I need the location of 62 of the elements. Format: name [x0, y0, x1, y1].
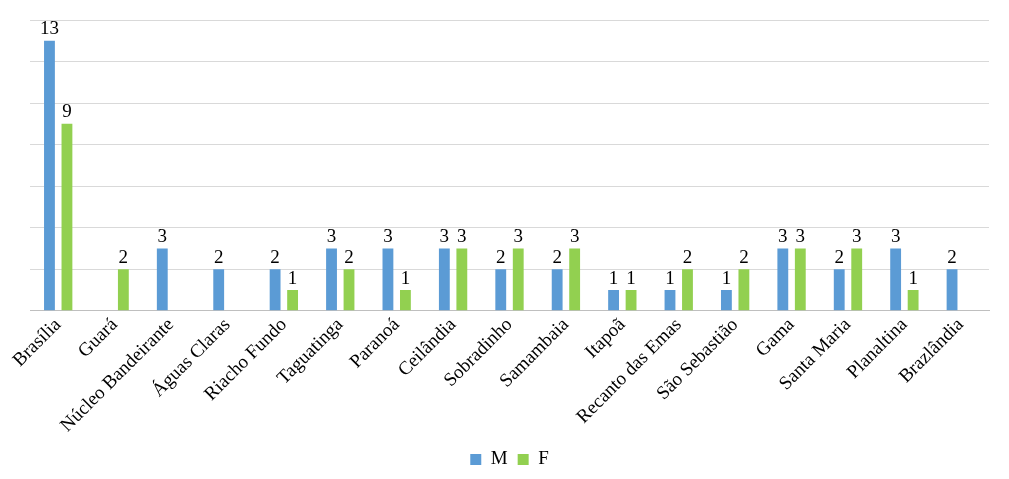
bar: [438, 248, 450, 311]
data-label: 3: [795, 224, 806, 246]
bar: [777, 248, 789, 311]
bar: [890, 248, 902, 311]
bar: [61, 123, 73, 311]
data-label: 2: [213, 245, 224, 267]
bar: [794, 248, 806, 311]
data-label: 1: [721, 266, 732, 288]
bar: [269, 269, 281, 311]
data-label: 2: [496, 245, 506, 267]
bar: [569, 248, 581, 311]
bar: [382, 248, 394, 311]
data-label: 3: [569, 224, 580, 246]
data-label: 1: [908, 266, 918, 288]
bar: [851, 248, 863, 311]
legend-label: M: [490, 447, 508, 469]
data-label: 2: [344, 245, 354, 267]
data-label: 3: [326, 224, 337, 246]
bar: [682, 269, 693, 311]
bar: [400, 290, 411, 311]
data-label: 3: [457, 224, 467, 246]
data-label: 2: [118, 245, 129, 267]
bar: [720, 290, 732, 311]
data-label: 2: [552, 245, 562, 267]
bar: [551, 269, 563, 311]
data-label: 2: [834, 245, 844, 267]
bar: [326, 248, 337, 311]
data-label: 3: [851, 224, 862, 246]
data-label: 3: [890, 224, 901, 246]
data-label: 3: [513, 224, 523, 246]
legend-label: F: [538, 447, 549, 469]
bar: [833, 269, 845, 311]
data-label: 3: [778, 224, 788, 246]
bar: [117, 269, 129, 311]
data-label: 13: [39, 17, 59, 39]
bar: [287, 290, 299, 311]
bar: [738, 269, 750, 311]
data-label: 1: [287, 266, 298, 288]
data-label: 1: [608, 266, 619, 288]
data-label: 2: [739, 245, 749, 267]
bar: [213, 269, 225, 311]
data-label: 2: [270, 245, 280, 267]
bar: [907, 290, 919, 311]
bar: [495, 269, 507, 311]
bar: [946, 269, 958, 311]
bar: [664, 290, 676, 311]
data-label: 3: [157, 224, 168, 246]
bar: [456, 248, 468, 311]
bar: [156, 248, 168, 311]
data-label: 2: [682, 245, 693, 267]
data-label: 9: [62, 100, 72, 122]
data-label: 1: [400, 266, 411, 288]
data-label: 3: [383, 224, 393, 246]
data-label: 1: [665, 266, 675, 288]
data-label: 2: [947, 245, 957, 267]
data-label: 3: [439, 224, 450, 246]
data-label: 1: [626, 266, 636, 288]
bar: [608, 290, 619, 311]
bar: [625, 290, 637, 311]
bar: [512, 248, 524, 311]
bar: [343, 269, 355, 311]
bar: [44, 40, 55, 311]
